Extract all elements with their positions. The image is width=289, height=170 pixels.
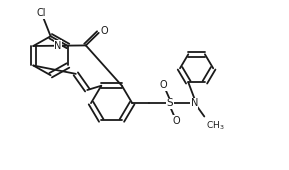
Text: O: O xyxy=(160,80,167,90)
Text: O: O xyxy=(100,27,108,37)
Text: O: O xyxy=(173,116,180,126)
Text: N: N xyxy=(54,41,62,51)
Text: N: N xyxy=(191,98,198,108)
Text: Cl: Cl xyxy=(36,8,46,18)
Text: CH$_3$: CH$_3$ xyxy=(206,119,224,132)
Text: S: S xyxy=(167,98,173,108)
